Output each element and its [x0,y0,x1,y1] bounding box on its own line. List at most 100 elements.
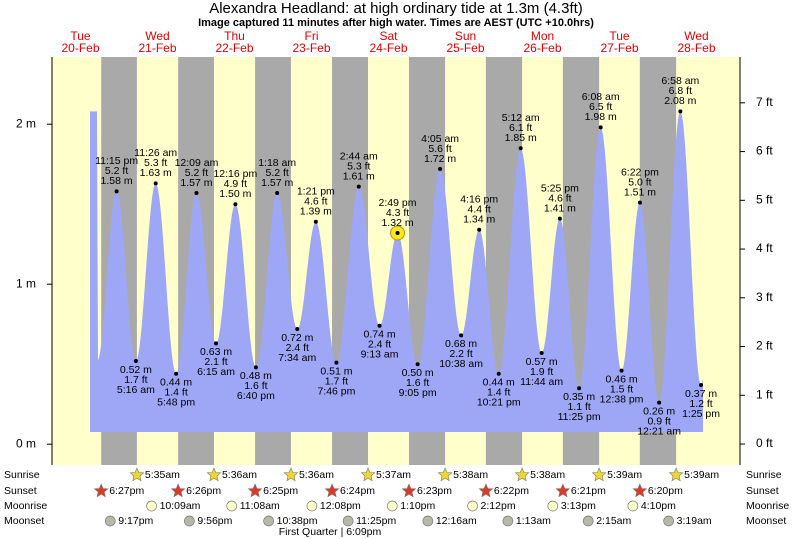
sunrise-icon [668,467,684,482]
tide-time: 1:21 pm [297,186,335,198]
sunset-icon [324,483,340,498]
tide-time: 12:09 am [175,157,219,169]
day-date: 22-Feb [215,41,253,55]
tide-time: 11:26 am [134,147,177,159]
tide-height-label: 0.72 m [281,332,313,344]
day-name: Sun [455,29,476,43]
sunset-icon [555,483,571,498]
sunset-time: 6:24pm [340,485,375,497]
sunrise-time: 5:37am [376,469,411,481]
tide-point [174,371,179,376]
moonset-time: 3:19am [677,515,712,527]
moonrise-time: 4:10pm [641,500,676,512]
tide-feet: 4.3 ft [386,207,409,219]
tide-feet: 1.4 ft [164,387,187,399]
tide-height-label: 1.58 m [101,175,133,187]
y2-tick-label: 4 ft [756,241,773,255]
tide-time: 6:40 pm [237,390,275,402]
tide-time: 4:16 pm [460,194,498,206]
tide-height-label: 0.57 m [526,356,558,368]
tide-point [438,167,443,171]
moonset-time: 9:56pm [197,515,232,527]
tide-height-label: 0.51 m [320,365,352,377]
moonrise-icon [386,500,398,512]
moonset-icon [422,515,434,527]
sunrise-time: 5:36am [299,469,334,481]
tide-time: 6:58 am [661,75,699,87]
tide-time: 12:21 am [637,425,681,437]
tide-feet: 1.9 ft [530,366,553,378]
tide-height-label: 0.68 m [445,338,477,350]
day-name: Tue [609,29,630,43]
sunrise-time: 5:38am [453,469,488,481]
moonrise-icon [226,500,238,512]
tide-feet: 1.7 ft [325,375,348,387]
sunrise-time: 5:39am [607,469,642,481]
tide-point [275,191,280,195]
tide-time: 7:46 pm [317,385,355,397]
tide-height-label: 0.37 m [685,388,717,400]
tide-height-label: 1.51 m [624,186,656,198]
tide-point [477,227,482,232]
tide-height-label: 0.63 m [200,346,232,358]
sunrise-time: 5:36am [222,469,257,481]
y2-tick-label: 5 ft [756,192,773,206]
tide-height-label: 1.85 m [505,132,537,144]
moonset-icon [582,515,594,527]
tide-feet: 5.2 ft [105,165,128,177]
tide-point [657,400,662,405]
tide-feet: 4.4 ft [468,204,491,216]
tide-feet: 1.1 ft [567,401,590,413]
day-name: Wed [145,29,169,43]
moonrise-icon [467,500,478,512]
tide-feet: 4.9 ft [224,178,247,190]
row-label: Sunrise [746,469,782,481]
y2-tick-label: 2 ft [756,339,773,353]
tide-time: 12:16 pm [213,168,257,180]
chart-subtitle: Image captured 11 minutes after high wat… [198,17,594,29]
tide-point [334,360,339,365]
day-date: 20-Feb [61,41,99,55]
tide-height-label: 0.74 m [364,329,396,341]
day-date: 25-Feb [446,41,484,55]
tide-point [253,365,258,370]
tide-height-label: 1.61 m [343,170,375,182]
tide-height-label: 1.98 m [585,111,617,123]
tide-point [415,362,420,367]
sunrise-icon [360,467,376,482]
tide-height-label: 1.32 m [381,217,413,229]
tide-feet: 2.4 ft [368,339,391,351]
tide-feet: 1.6 ft [406,377,429,389]
tide-feet: 6.1 ft [509,122,532,134]
tide-feet: 1.2 ft [689,398,712,410]
tide-point [496,371,501,376]
tide-feet: 5.3 ft [347,160,370,172]
tide-time: 2:49 pm [379,197,417,209]
row-label: Sunset [4,485,37,497]
tide-time: 5:16 am [117,384,155,396]
sunrise-icon [206,467,222,482]
tide-height-label: 1.39 m [300,206,332,218]
tide-height-label: 1.57 m [180,177,212,189]
tide-height-label: 0.35 m [563,391,595,403]
tide-time: 6:08 am [582,91,620,103]
tide-feet: 5.3 ft [144,157,167,169]
sunrise-icon [129,467,145,482]
sunrise-icon [437,467,453,482]
tide-area [90,111,703,433]
tide-point [637,200,642,205]
tide-time: 12:38 pm [600,393,644,405]
chart-title: Alexandra Headland: at high ordinary tid… [209,0,583,17]
tide-time: 6:15 am [197,366,235,378]
tide-feet: 1.5 ft [610,383,633,395]
sunset-time: 6:25pm [263,485,298,497]
moonrise-time: 2:12pm [481,500,516,512]
row-label: Moonset [746,515,786,527]
tide-time: 5:48 pm [157,397,195,409]
moonset-time: 1:13am [516,515,551,527]
y2-tick-label: 6 ft [756,144,773,158]
sunset-time: 6:27pm [109,485,144,497]
tide-time: 6:22 pm [621,166,659,178]
row-label: Moonrise [746,500,789,512]
